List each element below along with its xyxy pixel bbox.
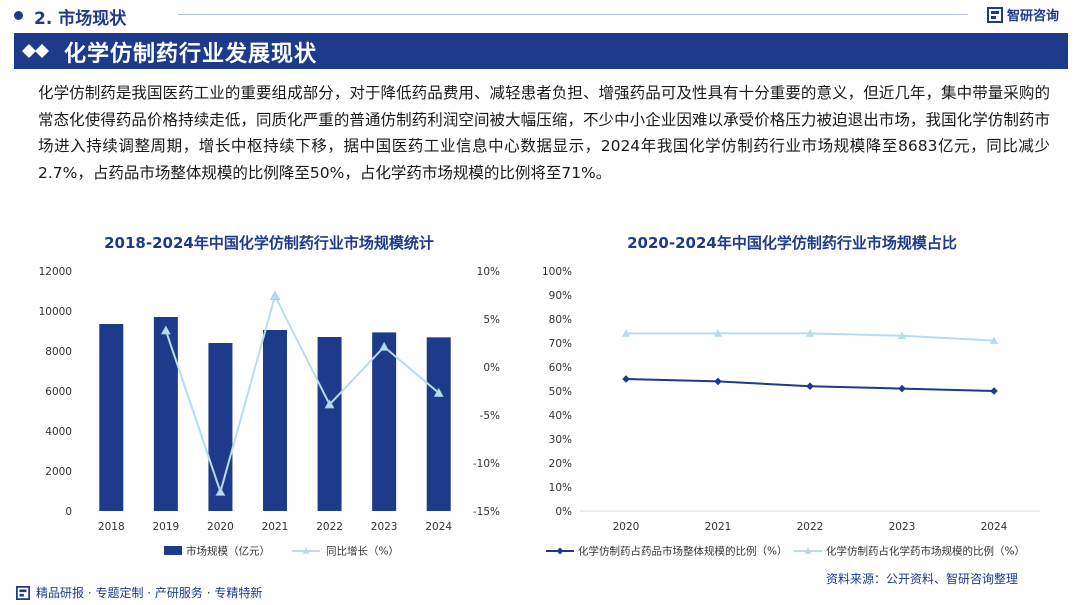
point-yoy-growth xyxy=(324,399,335,409)
y-axis-tick-label: 4000 xyxy=(45,426,72,438)
y2-axis-tick-label: 5% xyxy=(483,314,500,326)
y-axis-tick-label: 70% xyxy=(549,338,572,350)
x-axis-tick-label: 2024 xyxy=(425,521,452,533)
double-diamond-icon xyxy=(22,44,49,58)
legend-marker-share-of-chemical-drug-market xyxy=(804,547,812,554)
point-share-of-chemical-drug-market xyxy=(805,329,815,337)
y-axis-tick-label: 30% xyxy=(549,434,572,446)
market-share-chart: 2020-2024年中国化学仿制药行业市场规模占比 0% 10% 20% 30% 40%… xyxy=(532,226,1052,568)
y-axis-tick-label: 20% xyxy=(549,458,572,470)
bar-market-size xyxy=(317,337,342,511)
y2-axis-tick-label: 10% xyxy=(477,266,500,278)
point-yoy-growth xyxy=(433,387,444,397)
x-axis-tick-label: 2023 xyxy=(889,521,916,533)
y-axis-tick-label: 0 xyxy=(65,506,72,518)
point-share-of-chemical-drug-market xyxy=(621,329,631,337)
x-axis-tick-label: 2021 xyxy=(705,521,732,533)
point-share-of-pharma-market xyxy=(622,375,630,383)
chart2-title: 2020-2024年中国化学仿制药行业市场规模占比 xyxy=(627,234,957,252)
y-axis-tick-label: 2000 xyxy=(45,466,72,478)
legend-swatch-market-size xyxy=(164,546,182,555)
point-yoy-growth xyxy=(215,486,226,496)
market-size-chart: 2018-2024年中国化学仿制药行业市场规模统计 0 2000 4000 6000 8… xyxy=(24,226,514,568)
chart1-title: 2018-2024年中国化学仿制药行业市场规模统计 xyxy=(104,234,434,252)
y2-axis-tick-label: -5% xyxy=(480,410,500,422)
y2-axis-tick-label: -10% xyxy=(473,458,500,470)
y-axis-tick-label: 6000 xyxy=(45,386,72,398)
header-divider xyxy=(178,14,968,15)
bar-market-size xyxy=(426,337,451,511)
y-axis-tick-label: 100% xyxy=(542,266,572,278)
section-label: 2. 市场现状 xyxy=(34,9,127,29)
logo-text: 智研咨询 xyxy=(1007,9,1060,24)
x-axis-tick-label: 2024 xyxy=(981,521,1008,533)
x-axis-tick-label: 2019 xyxy=(152,521,179,533)
y-axis-tick-label: 10000 xyxy=(39,306,72,318)
y-axis-tick-label: 90% xyxy=(549,290,572,302)
point-share-of-chemical-drug-market xyxy=(897,331,907,340)
point-yoy-growth xyxy=(269,290,281,300)
source-note: 资料来源：公开资料、智研咨询整理 xyxy=(826,572,1019,586)
point-share-of-pharma-market xyxy=(806,382,814,390)
section-bullet xyxy=(14,11,23,20)
x-axis-tick-label: 2020 xyxy=(613,521,640,533)
legend-label-share-of-chemical-drug-market: 化学仿制药占化学药市场规模的比例（%） xyxy=(826,545,1025,558)
y-axis-tick-label: 80% xyxy=(549,314,572,326)
y2-axis-tick-label: -15% xyxy=(473,506,500,518)
point-share-of-chemical-drug-market xyxy=(713,329,723,337)
intro-paragraph: 化学仿制药是我国医药工业的重要组成部分，对于降低药品费用、减轻患者负担、增强药品… xyxy=(38,84,1050,182)
market-size-chart-svg: 2018-2024年中国化学仿制药行业市场规模统计 0 2000 4000 6000 8… xyxy=(39,234,500,558)
point-share-of-pharma-market xyxy=(714,377,722,386)
bar-market-size xyxy=(263,330,287,511)
logo-small-icon xyxy=(16,585,30,600)
line-yoy-growth xyxy=(164,293,440,496)
title-banner: 化学仿制药行业发展现状 xyxy=(14,33,1068,69)
bar-market-size xyxy=(372,332,397,511)
footer-services: 精品研报 · 专题定制 · 产研服务 · 专精特新 xyxy=(16,584,262,601)
market-share-chart-svg: 2020-2024年中国化学仿制药行业市场规模占比 0% 10% 20% 30% 40%… xyxy=(542,234,1040,558)
y-axis-tick-label: 60% xyxy=(549,362,572,374)
brand-logo: 智研咨询 xyxy=(987,5,1059,24)
y-axis-tick-label: 10% xyxy=(549,482,572,494)
footer-services-text: 精品研报 · 专题定制 · 产研服务 · 专精特新 xyxy=(36,586,263,600)
legend-label-share-of-pharma-market: 化学仿制药占药品市场整体规模的比例（%） xyxy=(578,545,787,558)
point-yoy-growth xyxy=(160,325,171,335)
y-axis-tick-label: 12000 xyxy=(39,266,72,278)
y-axis-tick-label: 0% xyxy=(555,506,572,518)
bar-market-size xyxy=(99,324,124,511)
bar-market-size xyxy=(208,343,233,511)
point-share-of-pharma-market xyxy=(990,387,998,395)
y-axis-tick-label: 50% xyxy=(549,386,572,398)
legend-marker-share-of-pharma-market xyxy=(556,547,564,555)
legend-label-market-size: 市场规模（亿元） xyxy=(186,545,270,558)
y-axis-tick-label: 8000 xyxy=(45,346,72,358)
point-yoy-growth xyxy=(379,341,390,351)
x-axis-tick-label: 2022 xyxy=(316,521,343,533)
logo-icon xyxy=(987,6,1003,23)
y2-axis-tick-label: 0% xyxy=(483,362,500,374)
y-axis-tick-label: 40% xyxy=(549,410,572,422)
legend-marker-yoy-growth xyxy=(302,547,310,554)
x-axis-tick-label: 2020 xyxy=(207,521,234,533)
point-share-of-chemical-drug-market xyxy=(989,336,999,344)
x-axis-tick-label: 2018 xyxy=(98,521,125,533)
bar-market-size xyxy=(153,317,178,511)
point-share-of-pharma-market xyxy=(898,384,906,393)
legend-label-yoy-growth: 同比增长（%） xyxy=(326,545,399,558)
x-axis-tick-label: 2022 xyxy=(797,521,824,533)
top-bar: 2. 市场现状 智研咨询 xyxy=(0,0,1080,30)
x-axis-tick-label: 2023 xyxy=(371,521,398,533)
page-title: 化学仿制药行业发展现状 xyxy=(64,42,318,67)
x-axis-tick-label: 2021 xyxy=(262,521,289,533)
